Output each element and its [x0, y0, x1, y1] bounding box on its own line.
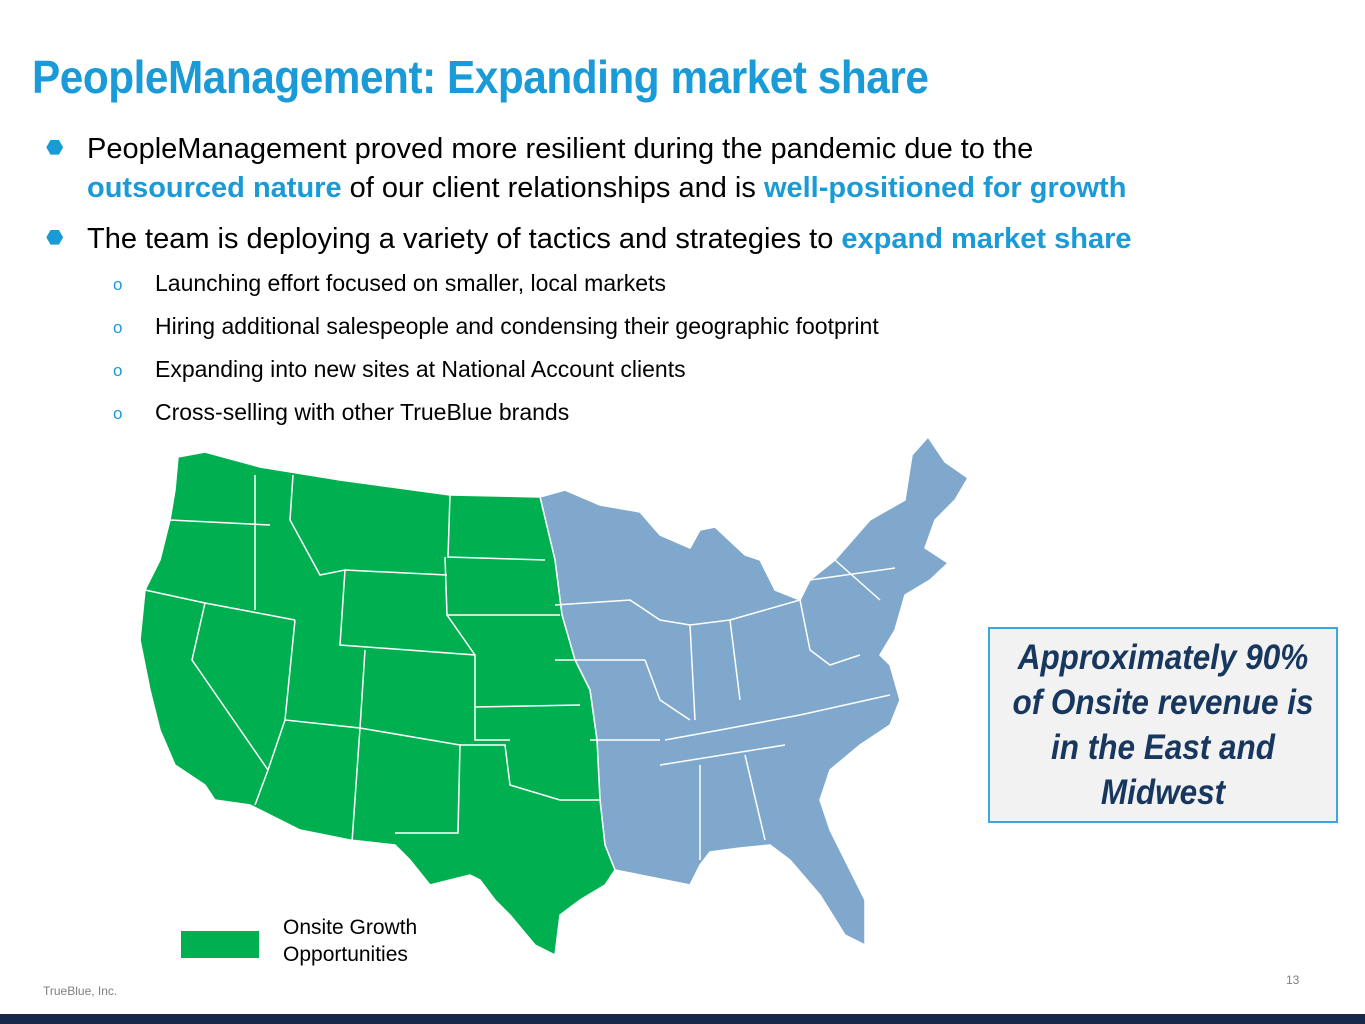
- page-number: 13: [1286, 973, 1300, 987]
- callout-box: Approximately 90% of Onsite revenue is i…: [988, 627, 1338, 823]
- bullet-highlight: expand market share: [841, 223, 1132, 255]
- bullet-text: The team is deploying a variety of tacti…: [87, 223, 842, 255]
- sub-bullet-list: o Launching effort focused on smaller, l…: [110, 268, 879, 440]
- sub-bullet-text: Cross-selling with other TrueBlue brands: [155, 399, 570, 425]
- bullet-text: of our client relationships and is: [341, 172, 764, 204]
- sub-bullet-text: Hiring additional salespeople and conden…: [155, 313, 879, 339]
- hexagon-bullet-icon: ⬣: [46, 137, 64, 159]
- bullet-highlight: outsourced nature: [87, 172, 342, 204]
- legend-swatch: [181, 931, 259, 958]
- circle-bullet-icon: o: [113, 318, 123, 337]
- sub-bullet-item: o Cross-selling with other TrueBlue bran…: [110, 397, 879, 440]
- slide-title: PeopleManagement: Expanding market share: [32, 51, 929, 103]
- legend-label: Onsite Growth Opportunities: [283, 916, 418, 966]
- sub-bullet-item: o Hiring additional salespeople and cond…: [110, 311, 879, 354]
- growth-region: [139, 451, 616, 957]
- sub-bullet-item: o Launching effort focused on smaller, l…: [110, 268, 879, 311]
- east-midwest-region: [539, 435, 969, 947]
- bullet-item: ⬣ The team is deploying a variety of tac…: [44, 220, 1274, 259]
- state-borders: [144, 474, 896, 860]
- circle-bullet-icon: o: [113, 404, 123, 423]
- bullet-text: PeopleManagement proved more resilient d…: [87, 133, 1034, 165]
- us-map: [139, 435, 969, 957]
- sub-bullet-text: Expanding into new sites at National Acc…: [155, 356, 686, 382]
- sub-bullet-text: Launching effort focused on smaller, loc…: [155, 270, 666, 296]
- sub-bullet-item: o Expanding into new sites at National A…: [110, 354, 879, 397]
- footer-company: TrueBlue, Inc.: [43, 984, 118, 998]
- footer-bar: [0, 1014, 1365, 1024]
- hexagon-bullet-icon: ⬣: [46, 227, 64, 249]
- circle-bullet-icon: o: [113, 275, 123, 294]
- circle-bullet-icon: o: [113, 361, 123, 380]
- bullet-highlight: well-positioned for growth: [763, 172, 1127, 204]
- bullet-list: ⬣ PeopleManagement proved more resilient…: [44, 130, 1274, 271]
- callout-text: Approximately 90% of Onsite revenue is i…: [1012, 638, 1314, 812]
- bullet-item: ⬣ PeopleManagement proved more resilient…: [44, 130, 1274, 208]
